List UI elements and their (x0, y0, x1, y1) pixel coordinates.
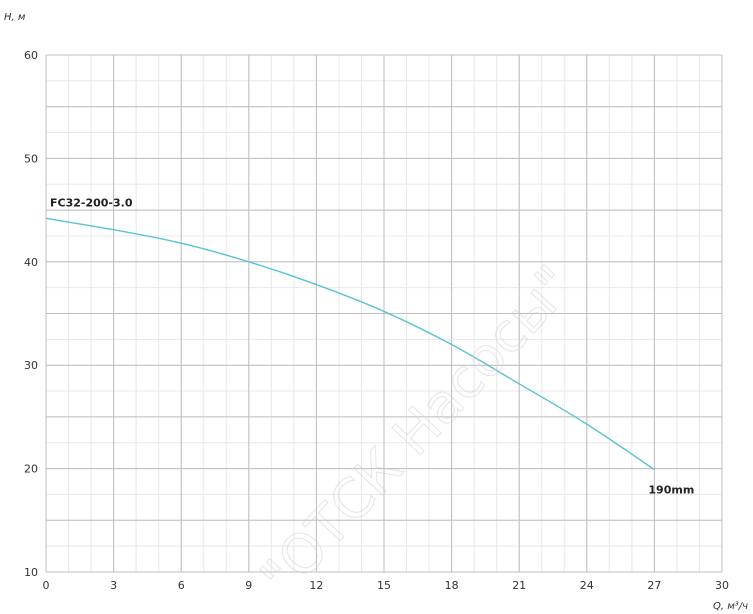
series-name-label: FC32-200-3.0 (50, 196, 133, 209)
x-tick-label: 27 (647, 579, 661, 592)
y-tick-label: 10 (24, 566, 38, 579)
y-tick-label: 60 (24, 49, 38, 62)
x-tick-label: 15 (377, 579, 391, 592)
series-line (45, 217, 655, 471)
x-tick-label: 30 (715, 579, 729, 592)
y-tick-label: 40 (24, 256, 38, 269)
x-tick-label: 24 (580, 579, 594, 592)
watermark-text: "ОТСК Насосы" (248, 254, 585, 609)
x-tick-label: 21 (512, 579, 526, 592)
x-axis-title: Q, м³/ч (713, 601, 748, 612)
y-tick-label: 30 (24, 359, 38, 372)
series-layer: FC32-200-3.0 190mm (45, 196, 694, 497)
major-grid (45, 54, 723, 573)
x-tick-label: 18 (445, 579, 459, 592)
x-tick-label: 6 (178, 579, 185, 592)
y-tick-label: 20 (24, 463, 38, 476)
y-tick-label: 50 (24, 152, 38, 165)
x-tick-label: 3 (110, 579, 117, 592)
x-tick-label: 12 (309, 579, 323, 592)
y-axis-title: H, м (4, 12, 26, 23)
x-tick-label: 0 (43, 579, 50, 592)
x-tick-label: 9 (245, 579, 252, 592)
tick-labels: 0 3 6 9 12 15 18 21 24 27 30 10 20 30 40 50 60 (24, 49, 729, 592)
series-end-label: 190mm (648, 484, 694, 497)
